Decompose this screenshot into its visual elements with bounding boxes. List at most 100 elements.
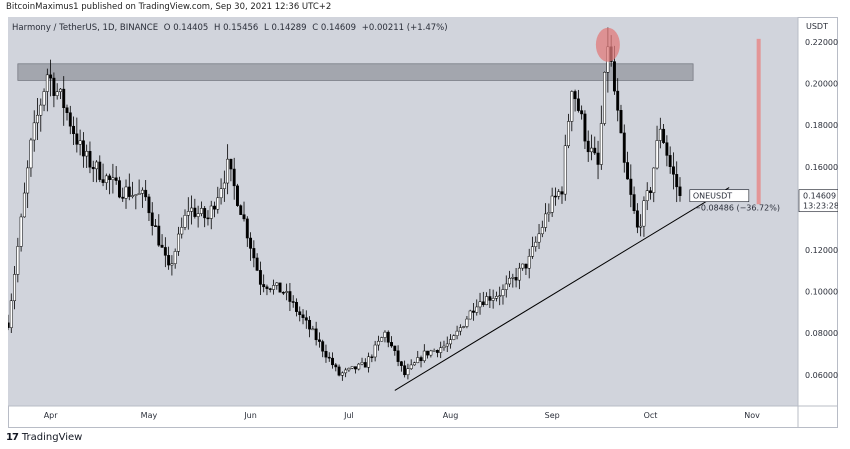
candle bbox=[245, 216, 249, 247]
candlestick-chart[interactable]: −0.08486 (−36.72%) USDT 0.22000 0.20000 0.1… bbox=[8, 17, 838, 428]
low-value: L 0.14289 bbox=[264, 23, 307, 33]
candle-body bbox=[521, 263, 525, 269]
candle-body bbox=[206, 217, 210, 220]
candle bbox=[337, 364, 341, 377]
candle bbox=[108, 173, 112, 195]
candle-body bbox=[216, 197, 220, 210]
candle-body bbox=[281, 291, 285, 294]
candle-body bbox=[131, 195, 135, 197]
candle bbox=[622, 124, 626, 173]
candle-body bbox=[340, 372, 344, 376]
candle bbox=[134, 194, 138, 210]
candle-body bbox=[32, 122, 36, 141]
candle bbox=[180, 217, 184, 239]
candle-body bbox=[386, 331, 390, 343]
candle bbox=[531, 236, 534, 259]
candle bbox=[222, 170, 226, 202]
candle bbox=[619, 104, 623, 134]
candle bbox=[62, 76, 66, 126]
candle-body bbox=[91, 166, 95, 170]
candle-body bbox=[553, 195, 557, 198]
candle bbox=[462, 325, 466, 329]
candle bbox=[32, 110, 36, 152]
candle-body bbox=[413, 362, 416, 366]
candle-body bbox=[432, 350, 436, 352]
candle-body bbox=[134, 194, 138, 196]
candle bbox=[475, 299, 479, 316]
candle bbox=[409, 359, 413, 370]
candle bbox=[553, 187, 557, 206]
price-tag bbox=[798, 189, 838, 213]
price-tag-countdown: 13:23:28 bbox=[803, 202, 838, 211]
candle bbox=[383, 330, 387, 343]
candle bbox=[124, 179, 128, 209]
candle bbox=[386, 330, 390, 348]
candle bbox=[576, 89, 580, 113]
candle-body bbox=[642, 200, 646, 227]
candle-body bbox=[517, 267, 521, 281]
candle-body bbox=[39, 104, 43, 116]
candle-body bbox=[209, 205, 213, 219]
candle bbox=[649, 186, 652, 200]
candle bbox=[111, 163, 115, 194]
candle-body bbox=[285, 291, 289, 293]
candle bbox=[167, 246, 171, 270]
candle-body bbox=[68, 112, 72, 127]
candle-body bbox=[222, 182, 226, 189]
candle-body bbox=[196, 213, 200, 217]
candle-body bbox=[26, 167, 30, 194]
candle-body bbox=[78, 140, 82, 145]
candle bbox=[252, 240, 256, 268]
candle bbox=[232, 157, 236, 200]
candle-body bbox=[494, 295, 498, 299]
tradingview-brand[interactable]: TradingView bbox=[21, 432, 83, 443]
candle bbox=[22, 182, 26, 218]
candle bbox=[301, 309, 305, 325]
candle bbox=[157, 214, 161, 247]
plot-background bbox=[8, 17, 798, 406]
candle bbox=[147, 193, 151, 221]
candle-body bbox=[350, 366, 354, 369]
candle bbox=[511, 273, 515, 288]
candle-body bbox=[170, 263, 174, 266]
candle-body bbox=[321, 341, 325, 352]
candle bbox=[367, 352, 371, 373]
candle bbox=[16, 237, 20, 283]
candle bbox=[488, 288, 492, 309]
tradingview-logo-icon[interactable]: 17 bbox=[6, 432, 19, 443]
candle-body bbox=[334, 364, 338, 368]
candle-body bbox=[262, 284, 266, 288]
candle bbox=[635, 203, 639, 234]
candle bbox=[396, 345, 400, 367]
candle-body bbox=[527, 256, 531, 269]
candle-body bbox=[354, 366, 357, 370]
candle bbox=[272, 279, 275, 295]
candle-body bbox=[478, 301, 482, 308]
candle bbox=[445, 336, 449, 353]
candle bbox=[652, 167, 656, 203]
open-value: O 0.14405 bbox=[163, 23, 209, 33]
candle bbox=[416, 350, 420, 364]
candle-body bbox=[8, 322, 10, 328]
candle-body bbox=[229, 158, 233, 170]
candle-body bbox=[232, 168, 236, 187]
candle-body bbox=[370, 356, 374, 359]
candle-body bbox=[465, 318, 469, 327]
candle bbox=[226, 144, 230, 195]
candle-body bbox=[203, 208, 207, 219]
candle-body bbox=[75, 133, 79, 145]
candle bbox=[534, 236, 538, 252]
y-tick-label: 0.16000 bbox=[805, 163, 838, 172]
candle-body bbox=[72, 125, 76, 135]
candle-body bbox=[557, 191, 561, 197]
support-trendline bbox=[394, 187, 730, 391]
candle-body bbox=[426, 350, 430, 356]
candle bbox=[537, 223, 541, 249]
candle bbox=[583, 110, 587, 150]
candle-body bbox=[603, 71, 607, 124]
y-axis-unit: USDT bbox=[806, 22, 828, 31]
candle-body bbox=[649, 190, 652, 194]
candle bbox=[557, 189, 561, 200]
candle-body bbox=[668, 155, 672, 167]
candle bbox=[508, 270, 511, 288]
